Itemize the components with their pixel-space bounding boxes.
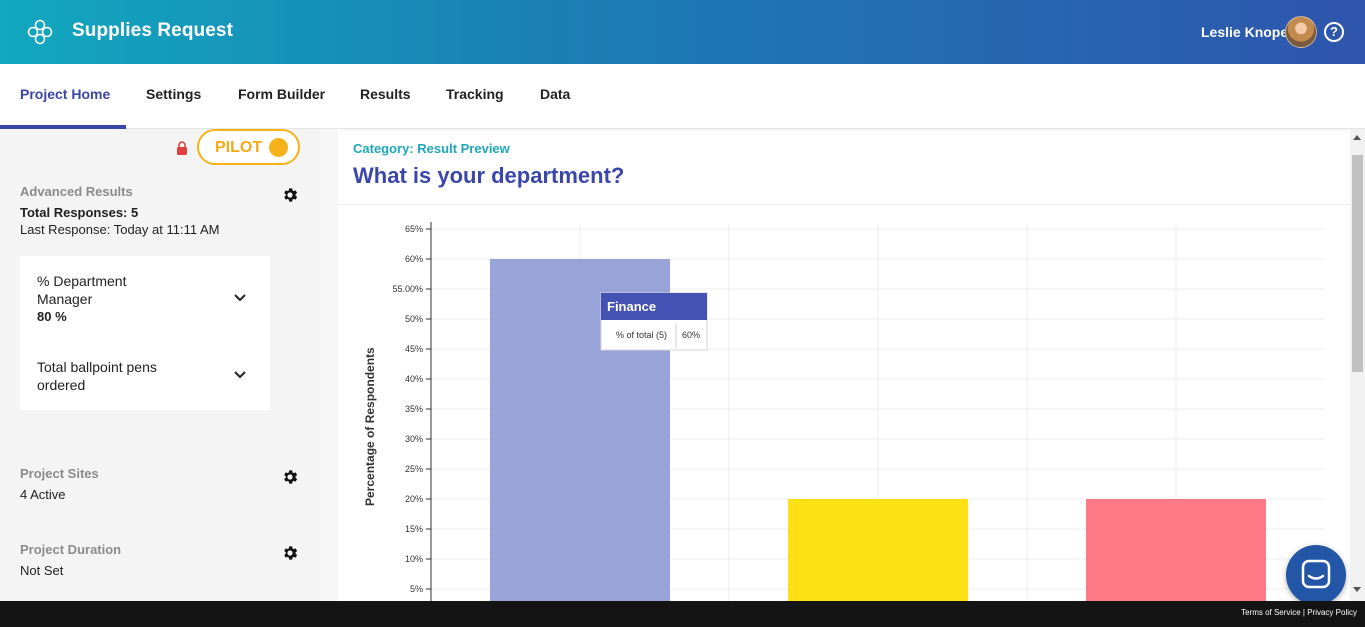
y-tick-label: 20% bbox=[405, 494, 423, 504]
panel-header: Category: Result Preview What is your de… bbox=[338, 131, 1350, 205]
y-tick-label: 25% bbox=[405, 464, 423, 474]
app-title: Supplies Request bbox=[72, 20, 234, 41]
chart-tooltip: Finance % of total (5) 60% bbox=[600, 292, 708, 351]
category-label: Category: Result Preview bbox=[353, 141, 510, 156]
footer-links: Terms of Service | Privacy Policy bbox=[1241, 608, 1357, 617]
project-sites-value: 4 Active bbox=[20, 487, 66, 502]
tab-results[interactable]: Results bbox=[360, 86, 411, 102]
y-tick-label: 35% bbox=[405, 404, 423, 414]
footer-separator: | bbox=[1302, 608, 1305, 617]
result-preview-panel: Category: Result Preview What is your de… bbox=[338, 131, 1350, 601]
avatar[interactable] bbox=[1285, 16, 1317, 48]
tab-tracking[interactable]: Tracking bbox=[446, 86, 504, 102]
bar-series-3 bbox=[1086, 499, 1266, 601]
chevron-down-icon[interactable] bbox=[233, 293, 247, 303]
scroll-up-arrow-icon[interactable] bbox=[1353, 135, 1361, 140]
gear-icon[interactable] bbox=[281, 544, 299, 562]
active-tab-indicator bbox=[0, 125, 126, 129]
chevron-down-icon[interactable] bbox=[233, 370, 247, 380]
scroll-thumb[interactable] bbox=[1352, 155, 1363, 372]
chart-svg: 5% 10% 15% 20% 25% 30% 35% 40% 45% 50% 55.00% 60% 65… bbox=[392, 222, 1325, 601]
y-tick-label: 55.00% bbox=[392, 284, 423, 294]
tab-form-builder[interactable]: Form Builder bbox=[238, 86, 326, 102]
y-tick-label: 45% bbox=[405, 344, 423, 354]
tooltip-title: Finance bbox=[607, 299, 656, 314]
project-sites-title: Project Sites bbox=[20, 466, 99, 481]
pilot-badge[interactable]: PILOT bbox=[197, 129, 300, 165]
project-duration-title: Project Duration bbox=[20, 542, 122, 557]
chat-button[interactable] bbox=[1286, 545, 1346, 605]
gear-icon[interactable] bbox=[281, 186, 299, 204]
y-tick-label: 40% bbox=[405, 374, 423, 384]
last-response: Last Response: Today at 11:11 AM bbox=[20, 222, 220, 237]
total-responses: Total Responses: 5 bbox=[20, 205, 139, 220]
tooltip-row-value: 60% bbox=[682, 330, 700, 340]
page-scrollbar[interactable] bbox=[1350, 129, 1365, 601]
app-header: Supplies Request Leslie Knope ? bbox=[0, 0, 1365, 64]
tab-settings[interactable]: Settings bbox=[146, 86, 202, 102]
tooltip-header bbox=[601, 293, 707, 320]
lock-icon bbox=[177, 141, 187, 155]
tooltip-row-label: % of total (5) bbox=[616, 330, 667, 340]
user-name[interactable]: Leslie Knope bbox=[1201, 24, 1289, 40]
y-tick-label: 15% bbox=[405, 524, 423, 534]
y-tick-label: 60% bbox=[405, 254, 423, 264]
tab-data[interactable]: Data bbox=[540, 86, 571, 102]
y-tick-label: 10% bbox=[405, 554, 423, 564]
footer: Terms of Service | Privacy Policy bbox=[0, 601, 1365, 627]
project-duration-value: Not Set bbox=[20, 563, 64, 578]
y-tick-label: 5% bbox=[410, 584, 423, 594]
metric-value-department-manager: 80 % bbox=[37, 309, 67, 324]
pilot-status-dot bbox=[269, 138, 288, 157]
question-title: What is your department? bbox=[353, 163, 625, 188]
terms-link[interactable]: Terms of Service bbox=[1241, 608, 1301, 617]
advanced-results-title: Advanced Results bbox=[20, 184, 133, 199]
tab-project-home[interactable]: Project Home bbox=[20, 86, 111, 102]
flower-logo-icon[interactable] bbox=[27, 18, 53, 46]
pilot-label: PILOT bbox=[215, 139, 263, 156]
bar-series-2 bbox=[788, 499, 968, 601]
metrics-card: % Department Manager 80 % Total ballpoin… bbox=[20, 256, 270, 410]
metric-label-ballpoint-pens[interactable]: Total ballpoint pens ordered bbox=[37, 359, 157, 393]
y-tick-label: 65% bbox=[405, 224, 423, 234]
privacy-link[interactable]: Privacy Policy bbox=[1307, 608, 1357, 617]
chat-icon bbox=[1301, 559, 1331, 589]
y-tick-label: 30% bbox=[405, 434, 423, 444]
y-tick-label: 50% bbox=[405, 314, 423, 324]
metric-label-department-manager[interactable]: % Department Manager bbox=[37, 273, 127, 307]
bar-chart: Percentage of Respondents 5% 10% 15% 20% 25%… bbox=[338, 206, 1350, 601]
gear-icon[interactable] bbox=[281, 468, 299, 486]
sidebar: PILOT Advanced Results Total Responses: … bbox=[0, 129, 320, 601]
y-axis-label: Percentage of Respondents bbox=[363, 347, 377, 506]
help-icon[interactable]: ? bbox=[1324, 22, 1344, 42]
tab-bar: Project Home Settings Form Builder Resul… bbox=[0, 64, 1365, 129]
scroll-down-arrow-icon[interactable] bbox=[1353, 587, 1361, 592]
